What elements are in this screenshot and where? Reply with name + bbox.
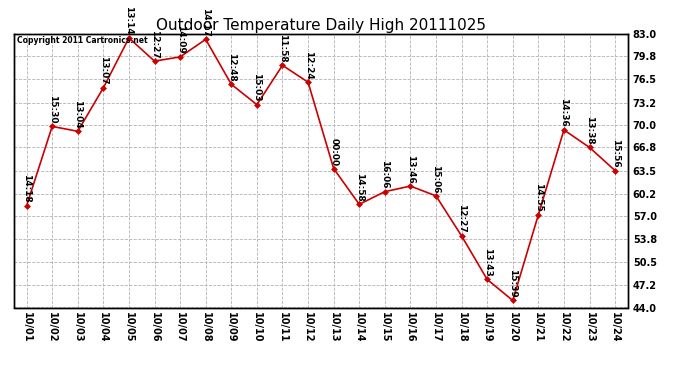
Text: 14:58: 14:58	[355, 173, 364, 201]
Text: 14:17: 14:17	[201, 8, 210, 37]
Text: 13:46: 13:46	[406, 154, 415, 183]
Text: 13:14: 13:14	[124, 6, 133, 35]
Text: 12:24: 12:24	[304, 51, 313, 80]
Text: 12:27: 12:27	[457, 204, 466, 233]
Text: 14:09: 14:09	[176, 26, 185, 54]
Text: 14:18: 14:18	[22, 174, 31, 203]
Text: 14:55: 14:55	[534, 183, 543, 212]
Text: 14:36: 14:36	[560, 98, 569, 127]
Text: 12:48: 12:48	[227, 53, 236, 81]
Text: 13:04: 13:04	[73, 100, 82, 129]
Text: 15:39: 15:39	[509, 269, 518, 298]
Text: 00:00: 00:00	[329, 138, 338, 166]
Text: Copyright 2011 Cartronics.net: Copyright 2011 Cartronics.net	[17, 36, 148, 45]
Text: 11:58: 11:58	[278, 34, 287, 63]
Text: 15:03: 15:03	[253, 74, 262, 102]
Text: 15:30: 15:30	[48, 95, 57, 124]
Text: 16:06: 16:06	[380, 160, 389, 189]
Text: 13:07: 13:07	[99, 56, 108, 85]
Text: 15:06: 15:06	[431, 165, 440, 193]
Text: 13:43: 13:43	[483, 248, 492, 277]
Title: Outdoor Temperature Daily High 20111025: Outdoor Temperature Daily High 20111025	[156, 18, 486, 33]
Text: 12:27: 12:27	[150, 30, 159, 58]
Text: 13:38: 13:38	[585, 116, 594, 145]
Text: 15:56: 15:56	[611, 139, 620, 168]
